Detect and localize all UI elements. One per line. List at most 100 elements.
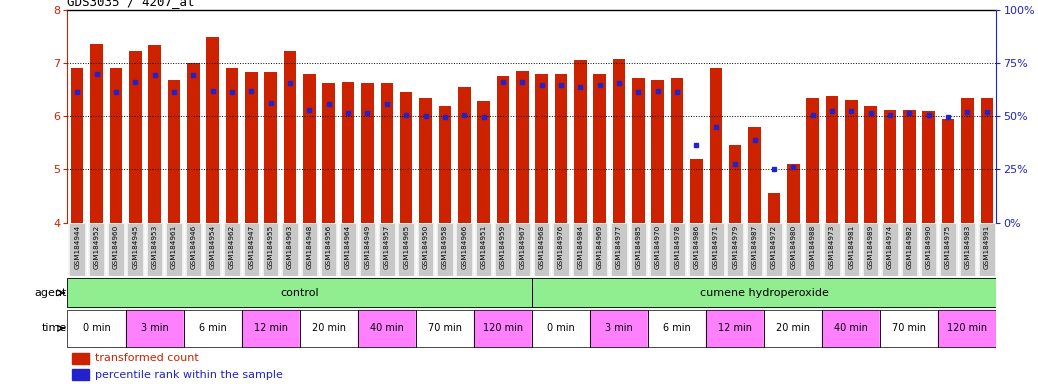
Bar (632, 78, 645, 223)
Text: 40 min: 40 min (835, 323, 868, 333)
Text: GSM184980: GSM184980 (790, 224, 796, 268)
Text: GSM184948: GSM184948 (306, 224, 312, 268)
Bar (590, 310, 648, 347)
Text: 20 min: 20 min (311, 323, 346, 333)
Text: 120 min: 120 min (483, 323, 523, 333)
Bar (768, 194, 781, 223)
Text: 0 min: 0 min (547, 323, 575, 333)
Bar (379, 223, 394, 276)
Bar (652, 80, 664, 223)
Bar (648, 310, 706, 347)
Bar (477, 101, 490, 223)
Bar (70, 223, 85, 276)
Bar (786, 223, 801, 276)
Bar (437, 223, 453, 276)
Text: GSM184981: GSM184981 (848, 224, 854, 268)
Text: GSM184953: GSM184953 (152, 224, 158, 268)
Bar (300, 310, 358, 347)
Bar (631, 223, 647, 276)
Bar (708, 223, 723, 276)
Bar (67, 278, 531, 308)
Text: GSM184957: GSM184957 (384, 224, 390, 268)
Text: GSM184984: GSM184984 (577, 224, 583, 268)
Text: GSM184987: GSM184987 (752, 224, 758, 268)
Bar (746, 223, 762, 276)
Bar (323, 83, 335, 223)
Bar (844, 223, 859, 276)
Bar (204, 223, 220, 276)
Bar (902, 223, 918, 276)
Bar (300, 310, 358, 347)
Bar (146, 223, 162, 276)
Bar (882, 223, 898, 276)
Bar (496, 76, 510, 223)
Bar (941, 119, 954, 223)
Bar (979, 223, 994, 276)
Text: 70 min: 70 min (428, 323, 462, 333)
Bar (108, 223, 124, 276)
Bar (883, 110, 897, 223)
Bar (923, 111, 935, 223)
Bar (89, 223, 104, 276)
Bar (108, 223, 124, 276)
Bar (921, 223, 936, 276)
Text: GSM184946: GSM184946 (190, 224, 196, 268)
Text: GSM184979: GSM184979 (732, 224, 738, 268)
Text: 3 min: 3 min (605, 323, 633, 333)
Bar (573, 223, 589, 276)
Text: 20 min: 20 min (776, 323, 811, 333)
Bar (207, 37, 219, 223)
Bar (245, 73, 257, 223)
Text: GSM184985: GSM184985 (635, 224, 641, 268)
Bar (399, 223, 414, 276)
Bar (863, 223, 878, 276)
Bar (72, 353, 89, 364)
Bar (611, 223, 627, 276)
Text: GSM184966: GSM184966 (461, 224, 467, 268)
Bar (670, 223, 685, 276)
Bar (573, 223, 589, 276)
Bar (961, 98, 974, 223)
Bar (419, 98, 432, 223)
Bar (880, 310, 938, 347)
Bar (224, 223, 240, 276)
Bar (148, 45, 161, 223)
Bar (554, 74, 568, 223)
Bar (71, 68, 83, 223)
Bar (981, 98, 993, 223)
Bar (67, 310, 126, 347)
Bar (225, 68, 239, 223)
Bar (340, 223, 356, 276)
Bar (126, 310, 184, 347)
Text: 6 min: 6 min (663, 323, 691, 333)
Bar (938, 310, 996, 347)
Bar (242, 310, 300, 347)
Bar (416, 310, 474, 347)
Bar (804, 223, 820, 276)
Text: GSM184972: GSM184972 (771, 224, 776, 268)
Text: 0 min: 0 min (83, 323, 110, 333)
Bar (70, 223, 85, 276)
Bar (960, 223, 975, 276)
Text: GSM184968: GSM184968 (539, 224, 545, 268)
Bar (748, 127, 761, 223)
Bar (515, 223, 530, 276)
Bar (531, 310, 590, 347)
Bar (764, 310, 822, 347)
Bar (475, 223, 491, 276)
Bar (863, 223, 878, 276)
Text: GSM184982: GSM184982 (906, 224, 912, 268)
Bar (865, 106, 877, 223)
Bar (126, 310, 184, 347)
Text: GSM184963: GSM184963 (288, 224, 293, 268)
Bar (457, 223, 472, 276)
Text: GSM184956: GSM184956 (326, 224, 332, 268)
Bar (612, 59, 625, 223)
Bar (457, 223, 472, 276)
Bar (882, 223, 898, 276)
Bar (186, 223, 201, 276)
Bar (515, 223, 530, 276)
Bar (534, 223, 549, 276)
Bar (167, 80, 181, 223)
Bar (940, 223, 956, 276)
